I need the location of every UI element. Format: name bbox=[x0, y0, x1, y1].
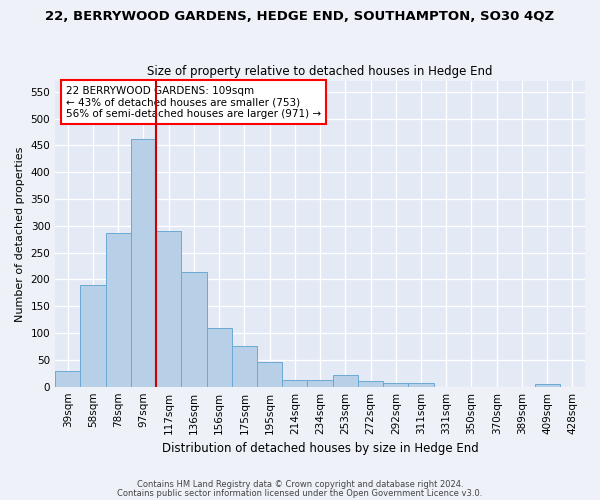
Text: 22 BERRYWOOD GARDENS: 109sqm
← 43% of detached houses are smaller (753)
56% of s: 22 BERRYWOOD GARDENS: 109sqm ← 43% of de… bbox=[66, 86, 321, 119]
Bar bbox=[181, 272, 206, 386]
Text: Contains public sector information licensed under the Open Government Licence v3: Contains public sector information licen… bbox=[118, 488, 482, 498]
Bar bbox=[332, 376, 358, 386]
Bar bbox=[307, 380, 332, 386]
Bar bbox=[257, 362, 282, 386]
Y-axis label: Number of detached properties: Number of detached properties bbox=[15, 146, 25, 322]
Bar bbox=[156, 230, 181, 386]
Text: 22, BERRYWOOD GARDENS, HEDGE END, SOUTHAMPTON, SO30 4QZ: 22, BERRYWOOD GARDENS, HEDGE END, SOUTHA… bbox=[46, 10, 554, 23]
Bar bbox=[383, 384, 409, 386]
Bar bbox=[535, 384, 560, 386]
Bar bbox=[282, 380, 307, 386]
Bar bbox=[131, 140, 156, 386]
Bar bbox=[106, 233, 131, 386]
Bar bbox=[80, 285, 106, 386]
Bar bbox=[358, 382, 383, 386]
Bar bbox=[232, 346, 257, 387]
X-axis label: Distribution of detached houses by size in Hedge End: Distribution of detached houses by size … bbox=[162, 442, 478, 455]
Bar bbox=[55, 370, 80, 386]
Title: Size of property relative to detached houses in Hedge End: Size of property relative to detached ho… bbox=[148, 66, 493, 78]
Bar bbox=[206, 328, 232, 386]
Text: Contains HM Land Registry data © Crown copyright and database right 2024.: Contains HM Land Registry data © Crown c… bbox=[137, 480, 463, 489]
Bar bbox=[409, 384, 434, 386]
